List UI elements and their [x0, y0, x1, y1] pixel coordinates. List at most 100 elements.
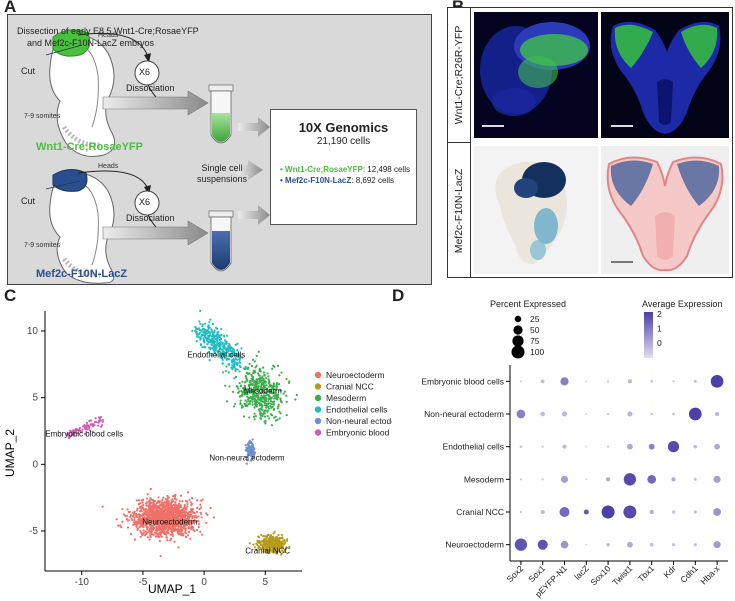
panel-label-c: C [4, 286, 17, 305]
umap-point [272, 395, 275, 398]
umap-point [184, 515, 187, 518]
umap-point [195, 516, 198, 519]
umap-point [199, 530, 202, 533]
umap-point [238, 364, 241, 368]
x6-label-2: X6 [139, 197, 151, 207]
umap-cluster-embryonic-blood-cells [66, 415, 104, 440]
umap-point [171, 500, 175, 503]
lacz-section-image [601, 146, 729, 274]
umap-point [90, 422, 94, 426]
umap-point [243, 393, 246, 396]
umap-point [192, 528, 195, 532]
umap-point [249, 379, 252, 383]
umap-point [176, 531, 179, 535]
umap-point [146, 519, 149, 522]
umap-point [257, 398, 260, 401]
umap-point [257, 392, 260, 395]
umap-point [156, 517, 159, 520]
umap-point [182, 534, 185, 537]
umap-cluster-label: Embryonic blood cells [45, 429, 123, 438]
umap-point [140, 524, 143, 528]
umap-point [172, 507, 175, 510]
umap-point [131, 515, 134, 518]
umap-point [101, 420, 104, 424]
dot-gene-label: Kdr [661, 563, 678, 580]
umap-point [252, 377, 255, 381]
umap-point [276, 407, 280, 410]
box-mef-row: • Mef2c-F10N-LacZ: 8,692 cells [280, 176, 394, 185]
umap-point [239, 399, 242, 402]
umap-point [69, 435, 72, 438]
umap-point [201, 323, 204, 326]
umap-point [260, 400, 263, 403]
umap-point [165, 519, 169, 522]
umap-point [133, 538, 136, 541]
umap-point [236, 349, 239, 352]
umap-point [150, 501, 153, 504]
umap-point [221, 371, 225, 374]
umap-point [260, 408, 264, 411]
umap-point [262, 381, 265, 384]
dot-gene-label: Sox2 [505, 563, 526, 584]
umap-point [263, 412, 267, 415]
umap-point [217, 343, 220, 346]
umap-point [152, 514, 155, 517]
umap-point [146, 511, 149, 514]
umap-point [254, 382, 257, 385]
umap-point [145, 526, 149, 529]
umap-y-tick-label: -5 [29, 526, 38, 537]
umap-point [152, 502, 155, 505]
umap-point [126, 526, 130, 529]
row2-label: Mef2c-F10N-LacZ [453, 168, 465, 253]
umap-point [246, 392, 249, 396]
umap-point [151, 516, 154, 519]
umap-point [282, 392, 285, 395]
umap-point [163, 506, 166, 509]
umap-point [249, 447, 252, 450]
umap-point [251, 438, 254, 441]
umap-point [174, 529, 177, 532]
umap-point [231, 361, 234, 364]
umap-cluster-cranial-ncc [248, 530, 291, 556]
umap-point [267, 375, 270, 378]
dot-peyfp-n1-3 [560, 475, 569, 483]
umap-point [141, 533, 144, 536]
umap-point [146, 515, 149, 519]
umap-point [187, 516, 190, 519]
umap-point [182, 527, 185, 530]
somites-label-1: 7-9 somites [24, 113, 61, 120]
umap-point [170, 515, 173, 518]
umap-point [100, 425, 103, 428]
dot-sox2-1 [516, 409, 526, 419]
panel-a-workflow: Dissection of early E8.5 Wnt1-Cre;RosaeY… [7, 14, 432, 285]
umap-point [196, 506, 199, 509]
umap-point [267, 405, 270, 408]
umap-point [294, 398, 297, 401]
umap-point [254, 398, 257, 401]
umap-cluster-endothelial-cells [191, 309, 248, 380]
umap-point [273, 403, 276, 406]
umap-point [157, 523, 161, 527]
dot-peyfp-n1-1 [561, 411, 568, 417]
umap-point [161, 498, 164, 502]
umap-point [265, 551, 268, 554]
umap-point [262, 535, 265, 538]
umap-point [143, 516, 146, 519]
dot-hba-x-0 [710, 374, 724, 388]
umap-point [257, 387, 260, 390]
dot-sox10-0 [606, 380, 610, 383]
umap-point [187, 521, 191, 524]
umap-point [166, 500, 169, 503]
umap-point [268, 381, 271, 384]
umap-point [253, 546, 257, 549]
panel-b-images: Wnt1-Cre;R26R-YFP Mef2c-F10N-LacZ [447, 7, 733, 278]
umap-point [172, 503, 175, 507]
umap-point [224, 370, 228, 373]
umap-point [274, 540, 277, 543]
umap-point [266, 390, 269, 393]
umap-point [273, 385, 276, 388]
umap-point [211, 352, 214, 356]
umap-point [176, 523, 179, 527]
umap-point [163, 520, 166, 524]
umap-point [179, 512, 183, 515]
